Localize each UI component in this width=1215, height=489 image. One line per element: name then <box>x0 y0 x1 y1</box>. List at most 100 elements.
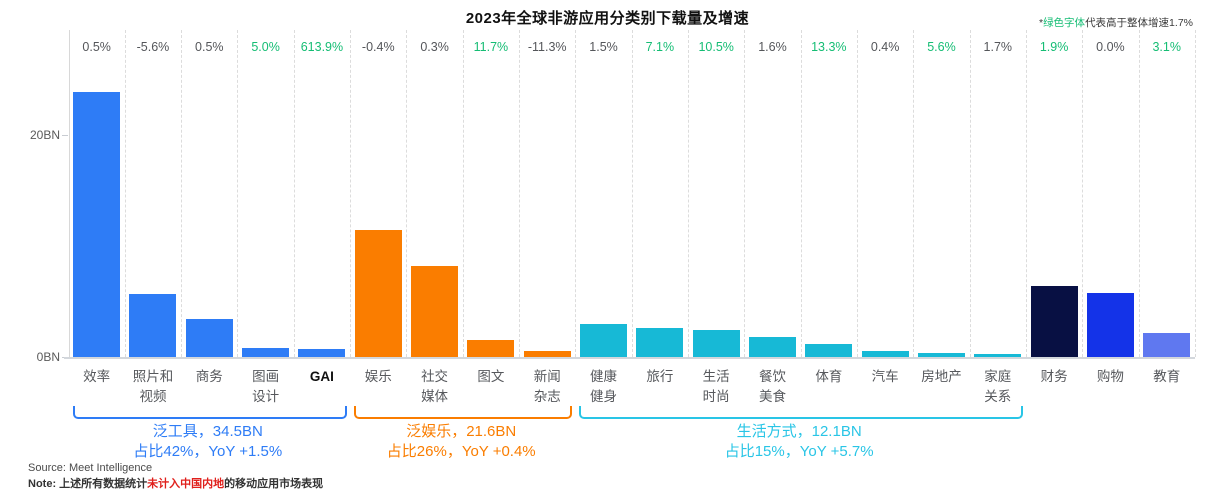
growth-label-18: 0.0% <box>1096 40 1125 54</box>
legend-note-green-text: 绿色字体 <box>1043 17 1086 29</box>
growth-label-9: 1.5% <box>589 40 618 54</box>
gridline-vertical <box>519 30 521 357</box>
growth-label-17: 1.9% <box>1039 40 1069 54</box>
category-label-0: 效率 <box>83 369 111 384</box>
growth-label-13: 13.3% <box>811 40 847 54</box>
gridline-vertical <box>969 30 971 357</box>
bar-新闻杂志 <box>523 351 571 357</box>
bar-家庭关系 <box>974 354 1022 357</box>
group-label-line1-泛工具: 泛工具，34.5BN <box>152 423 263 440</box>
group-label-line2-生活方式: 占比15%，YoY +5.7% <box>724 443 874 460</box>
bar-效率 <box>73 91 121 357</box>
gridline-vertical <box>1025 30 1027 357</box>
gridline-vertical <box>1194 30 1196 357</box>
category-label-18: 购物 <box>1096 369 1124 384</box>
y-axis-tick-20bn: 20BN <box>29 128 60 142</box>
gridline-vertical <box>1138 30 1140 357</box>
gridline-vertical <box>575 30 577 357</box>
group-label-line1-生活方式: 生活方式，12.1BN <box>736 423 862 440</box>
category-label-1: 照片和 视频 <box>132 369 174 404</box>
bar-教育 <box>1143 332 1191 357</box>
growth-label-6: 0.3% <box>420 40 449 54</box>
growth-label-4: 613.9% <box>300 40 344 54</box>
category-label-9: 健康 健身 <box>590 369 618 404</box>
growth-label-2: 0.5% <box>195 40 224 54</box>
category-label-15: 房地产 <box>921 369 962 384</box>
footer-source: Source: Meet Intelligence <box>28 462 153 474</box>
growth-label-15: 5.6% <box>927 40 956 54</box>
group-label-line2-泛娱乐: 占比26%，YoY +0.4% <box>386 443 536 460</box>
y-axis-tick-0bn: 0BN <box>36 350 60 364</box>
category-label-12: 餐饮 美食 <box>758 369 786 404</box>
category-label-11: 生活 时尚 <box>702 369 730 404</box>
group-bracket-泛娱乐 <box>354 406 573 419</box>
bar-体育 <box>805 343 853 357</box>
bar-商务 <box>185 319 233 357</box>
gridline-vertical <box>350 30 352 357</box>
footer-note-prefix: Note: 上述所有数据统计 <box>28 478 148 489</box>
x-axis-line <box>64 357 1195 359</box>
bar-照片和视频 <box>129 293 177 357</box>
gridline-vertical <box>688 30 690 357</box>
gridline-vertical <box>631 30 633 357</box>
gridline-vertical <box>237 30 239 357</box>
category-label-16: 家庭 关系 <box>984 369 1012 404</box>
growth-label-12: 1.6% <box>758 40 787 54</box>
category-label-8: 新闻 杂志 <box>533 369 561 404</box>
category-label-14: 汽车 <box>871 369 899 384</box>
growth-label-10: 7.1% <box>645 40 675 54</box>
gridline-vertical <box>462 30 464 357</box>
gridline-vertical <box>744 30 746 357</box>
group-bracket-生活方式 <box>579 406 1023 419</box>
gridline-vertical <box>800 30 802 357</box>
growth-label-11: 10.5% <box>698 40 734 54</box>
bar-购物 <box>1086 292 1134 357</box>
bar-娱乐 <box>354 230 402 357</box>
category-label-13: 体育 <box>815 369 843 384</box>
footer-note-red: 未计入中国内地 <box>147 478 225 489</box>
category-label-6: 社交 媒体 <box>421 369 449 404</box>
category-label-2: 商务 <box>195 369 223 384</box>
gridline-vertical <box>181 30 183 357</box>
bar-生活时尚 <box>692 330 740 357</box>
y-axis-tickmark-20bn <box>62 135 68 136</box>
footer-note-suffix: 的移动应用市场表现 <box>224 478 324 489</box>
bar-健康健身 <box>580 323 628 357</box>
legend-note-rest: 代表高于整体增速1.7% <box>1085 17 1193 29</box>
group-label-line2-泛工具: 占比42%，YoY +1.5% <box>133 443 283 460</box>
growth-label-0: 0.5% <box>82 40 111 54</box>
bar-图画设计 <box>242 348 290 357</box>
gridline-vertical <box>124 30 126 357</box>
growth-label-19: 3.1% <box>1152 40 1181 54</box>
bar-财务 <box>1030 285 1078 357</box>
bar-汽车 <box>861 351 909 357</box>
bar-房地产 <box>917 353 965 357</box>
bar-餐饮美食 <box>749 337 796 357</box>
growth-label-16: 1.7% <box>983 40 1013 54</box>
gridline-vertical <box>406 30 408 357</box>
growth-label-5: -0.4% <box>361 40 395 54</box>
group-label-line1-泛娱乐: 泛娱乐，21.6BN <box>406 423 517 440</box>
category-label-19: 教育 <box>1153 369 1181 384</box>
bar-旅行 <box>636 328 684 357</box>
gridline-vertical <box>856 30 858 357</box>
gridline-vertical <box>913 30 915 357</box>
growth-label-8: -11.3% <box>527 40 567 54</box>
category-label-7: 图文 <box>477 369 505 384</box>
growth-label-3: 5.0% <box>251 40 280 54</box>
footer-note: Note: 上述所有数据统计未计入中国内地的移动应用市场表现 <box>28 475 323 489</box>
category-label-10: 旅行 <box>646 369 674 384</box>
growth-label-1: -5.6% <box>136 40 170 54</box>
category-label-4: GAI <box>309 369 334 384</box>
growth-label-7: 11.7% <box>473 40 509 54</box>
bar-社交媒体 <box>411 265 459 357</box>
gridline-vertical <box>1082 30 1084 357</box>
group-bracket-泛工具 <box>72 406 348 419</box>
legend-note-star: * <box>1038 17 1044 29</box>
legend-color-note: *绿色字体代表高于整体增速1.7% <box>1039 15 1193 30</box>
y-axis-line <box>68 30 70 357</box>
gridline-vertical <box>293 30 295 357</box>
chart-title: 2023年全球非游应用分类别下载量及增速 <box>465 10 750 27</box>
bar-GAI <box>298 349 346 357</box>
